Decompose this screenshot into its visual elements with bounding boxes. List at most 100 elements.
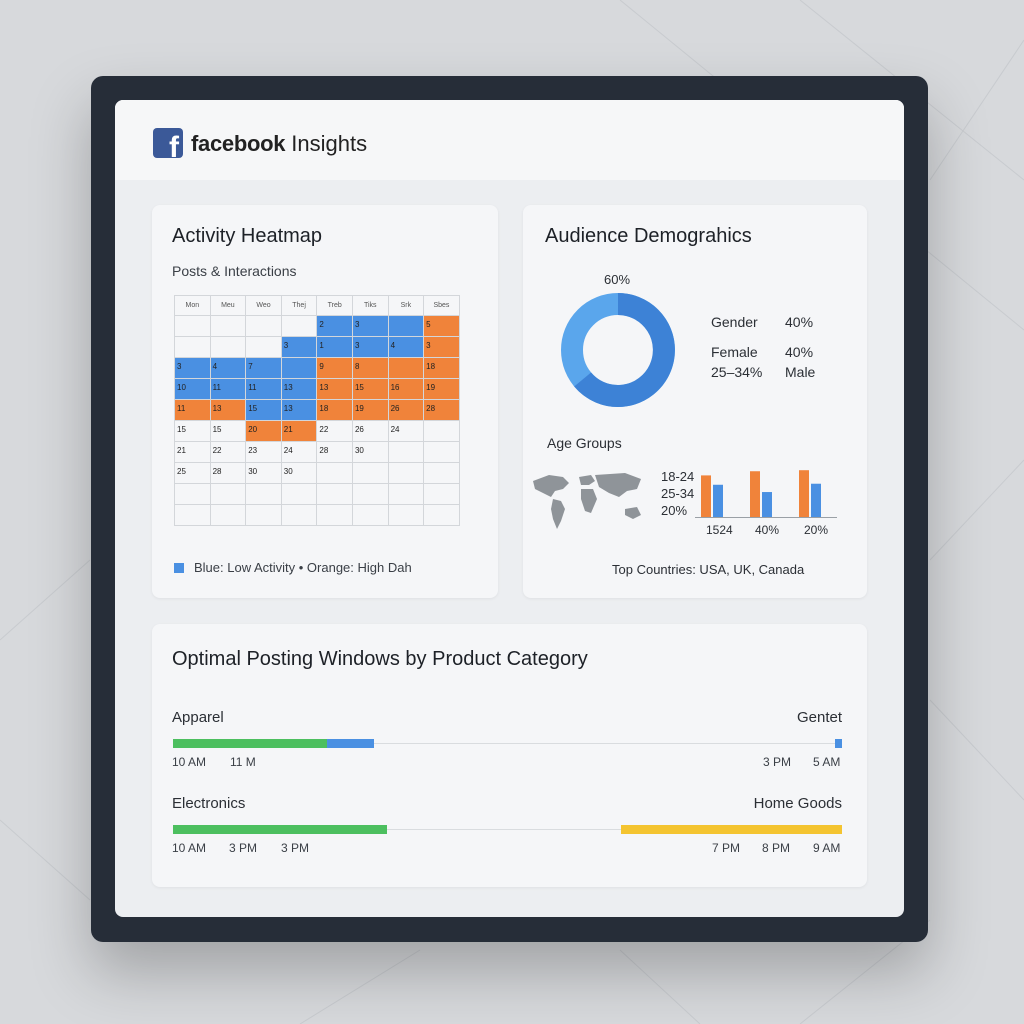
heatmap-cell[interactable] [388,316,425,337]
heatmap-cell[interactable]: 16 [388,379,425,400]
heatmap-cell[interactable]: 22 [317,421,353,442]
heatmap-cell[interactable]: 28 [424,400,460,421]
heatmap-cell[interactable] [352,463,389,484]
heatmap-cell[interactable] [210,484,247,505]
heatmap-cell[interactable]: 15 [246,400,282,421]
legend-swatch-icon [174,563,184,573]
posting-window-bar[interactable] [173,739,327,748]
day-header: Weo [246,296,282,316]
heatmap-cell[interactable]: 11 [175,400,211,421]
heatmap-cell[interactable]: 8 [352,358,389,379]
heatmap-cell[interactable]: 13 [281,379,318,400]
heatmap-cell[interactable] [175,505,211,526]
heatmap-cell[interactable] [281,484,318,505]
heatmap-cell[interactable]: 28 [317,442,353,463]
heatmap-cell[interactable]: 4 [388,337,425,358]
heatmap-cell[interactable]: 1 [317,337,353,358]
heatmap-header-row: Mon Meu Weo Thej Treb Tiks Srk Sbes [175,296,460,316]
heatmap-cell[interactable]: 26 [388,400,425,421]
heatmap-cell[interactable]: 4 [210,358,247,379]
heatmap-cell[interactable]: 9 [317,358,353,379]
heatmap-cell[interactable] [388,505,425,526]
posting-window-bar[interactable] [173,825,388,834]
heatmap-cell[interactable] [424,484,460,505]
facebook-logo-icon[interactable]: f [153,128,183,158]
heatmap-cell[interactable] [424,505,460,526]
heatmap-cell[interactable] [388,442,425,463]
apparel-track[interactable] [173,743,842,744]
heatmap-cell[interactable]: 13 [281,400,318,421]
heatmap-cell[interactable]: 30 [281,463,318,484]
electronics-track[interactable] [173,829,842,830]
heatmap-cell[interactable]: 18 [424,358,460,379]
heatmap-cell[interactable] [175,337,211,358]
heatmap-cell[interactable]: 21 [175,442,211,463]
heatmap-cell[interactable]: 21 [281,421,318,442]
heatmap-cell-value: 28 [426,404,436,413]
heatmap-cell[interactable] [210,337,247,358]
heatmap-cell-value: 1 [319,341,324,350]
heatmap-cell[interactable] [246,505,282,526]
posting-window-bar[interactable] [621,825,842,834]
heatmap-cell[interactable]: 15 [210,421,247,442]
heatmap-cell[interactable]: 11 [246,379,282,400]
heatmap-cell[interactable]: 28 [210,463,247,484]
heatmap-cell[interactable]: 25 [175,463,211,484]
heatmap-cell[interactable]: 3 [281,337,318,358]
heatmap-cell[interactable]: 2 [317,316,353,337]
heatmap-cell[interactable] [175,316,211,337]
heatmap-cell[interactable]: 11 [210,379,247,400]
heatmap-cell[interactable]: 5 [424,316,460,337]
heatmap-cell[interactable] [210,505,247,526]
heatmap-cell[interactable] [317,505,353,526]
heatmap-cell[interactable] [175,484,211,505]
heatmap-cell[interactable] [246,337,282,358]
heatmap-cell[interactable]: 13 [317,379,353,400]
heatmap-cell[interactable] [246,316,282,337]
heatmap-cell[interactable]: 18 [317,400,353,421]
heatmap-cell[interactable] [246,484,282,505]
heatmap-cell[interactable]: 30 [246,463,282,484]
heatmap-cell[interactable] [388,358,425,379]
heatmap-cell[interactable] [424,442,460,463]
heatmap-cell[interactable] [424,463,460,484]
heatmap-cell[interactable]: 24 [281,442,318,463]
heatmap-cell[interactable] [210,316,247,337]
heatmap-cell[interactable] [352,484,389,505]
heatmap-cell[interactable]: 3 [352,316,389,337]
heatmap-cell[interactable]: 30 [352,442,389,463]
heatmap-cell[interactable]: 20 [246,421,282,442]
category-label-electronics: Electronics [172,795,246,812]
heatmap-cell[interactable]: 3 [352,337,389,358]
heatmap-cell[interactable]: 13 [210,400,247,421]
heatmap-cell[interactable] [281,505,318,526]
heatmap-cell[interactable] [281,358,318,379]
heatmap-cell[interactable]: 15 [352,379,389,400]
heatmap-cell[interactable]: 19 [424,379,460,400]
heatmap-cell-value: 13 [319,383,329,392]
time-label: 10 AM [172,841,207,855]
heatmap-cell[interactable]: 26 [352,421,389,442]
heatmap-cell[interactable] [388,484,425,505]
heatmap-cell-value: 4 [212,362,218,371]
heatmap-legend: Blue: Low Activity • Orange: High Dah [194,560,412,575]
heatmap-cell[interactable]: 10 [175,379,211,400]
heatmap-cell[interactable] [352,505,389,526]
heatmap-cell[interactable]: 24 [388,421,425,442]
heatmap-cell-value: 18 [319,404,329,413]
posting-window-bar[interactable] [835,739,842,748]
heatmap-cell[interactable]: 19 [352,400,389,421]
heatmap-cell[interactable] [281,316,318,337]
heatmap-cell[interactable] [317,484,353,505]
heatmap-cell[interactable]: 3 [175,358,211,379]
heatmap-cell[interactable]: 3 [424,337,460,358]
heatmap-cell[interactable] [424,421,460,442]
heatmap-cell[interactable] [388,463,425,484]
posting-window-bar[interactable] [326,739,374,748]
time-label: 9 AM [813,841,841,855]
heatmap-cell[interactable]: 22 [210,442,247,463]
heatmap-cell[interactable]: 15 [175,421,211,442]
heatmap-cell[interactable]: 7 [246,358,282,379]
heatmap-cell[interactable]: 23 [246,442,282,463]
heatmap-cell[interactable] [317,463,353,484]
